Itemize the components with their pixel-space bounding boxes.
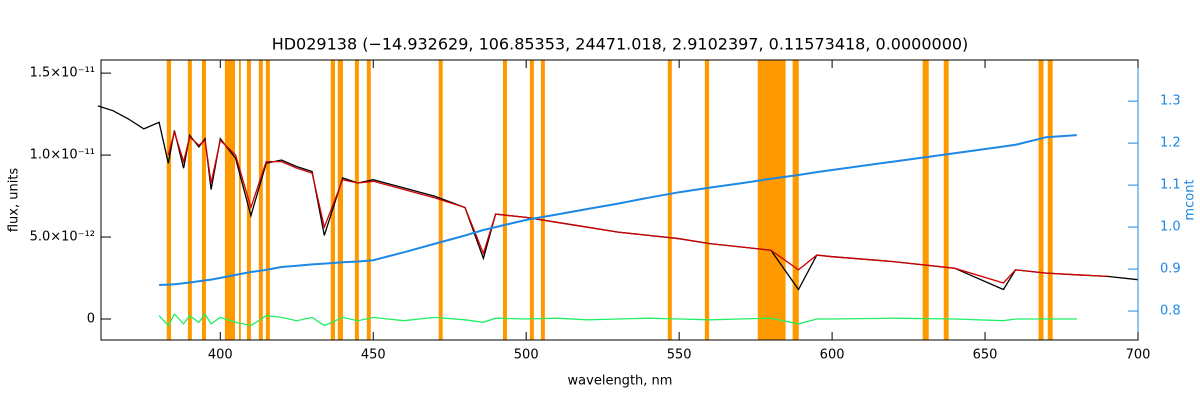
mask-band — [238, 60, 241, 340]
series-line — [167, 129, 1108, 284]
mask-band — [529, 60, 534, 340]
mask-band — [337, 60, 343, 340]
y-tick-label: 5.0×10⁻¹² — [30, 230, 95, 245]
mask-band — [943, 60, 949, 340]
mask-band — [1038, 60, 1044, 340]
mask-band — [704, 60, 710, 340]
y-tick-label: 1.0×10⁻¹¹ — [30, 148, 95, 163]
mask-band — [1047, 60, 1053, 340]
y2-tick-label: 0.9 — [1160, 262, 1181, 277]
x-tick-label: 650 — [973, 348, 998, 363]
mask-band — [187, 60, 192, 340]
mask-band — [166, 60, 172, 340]
x-tick-label: 450 — [361, 348, 386, 363]
series-line — [159, 134, 1077, 286]
mask-band — [354, 60, 359, 340]
y2-axis-label: mcont — [1183, 179, 1198, 220]
x-tick-label: 600 — [820, 348, 845, 363]
chart-title: HD029138 (−14.932629, 106.85353, 24471.0… — [272, 35, 969, 54]
mask-band — [224, 60, 235, 340]
mask-band — [792, 60, 799, 340]
mask-band — [258, 60, 263, 340]
mask-band — [922, 60, 929, 340]
y-axis-label: flux, units — [7, 168, 22, 233]
mask-band — [667, 60, 672, 340]
y2-tick-label: 0.8 — [1160, 304, 1181, 319]
mask-band — [757, 60, 786, 340]
mask-band — [540, 60, 545, 340]
y-tick-label: 0 — [87, 312, 95, 327]
mask-band — [502, 60, 507, 340]
x-axis-label: wavelength, nm — [568, 374, 673, 389]
x-tick-label: 400 — [208, 348, 233, 363]
x-tick-label: 500 — [514, 348, 539, 363]
mask-band — [330, 60, 336, 340]
mask-band — [201, 60, 206, 340]
x-tick-label: 700 — [1126, 348, 1151, 363]
x-tick-label: 550 — [667, 348, 692, 363]
y2-tick-label: 1.0 — [1160, 220, 1181, 235]
mask-band — [265, 60, 270, 340]
plot-frame — [100, 59, 1139, 341]
y-tick-label: 1.5×10⁻¹¹ — [30, 66, 95, 81]
mask-band — [366, 60, 371, 340]
series-line — [158, 312, 1077, 327]
y2-tick-label: 1.1 — [1160, 178, 1181, 193]
y2-tick-label: 1.3 — [1160, 94, 1181, 109]
y2-tick-label: 1.2 — [1160, 136, 1181, 151]
